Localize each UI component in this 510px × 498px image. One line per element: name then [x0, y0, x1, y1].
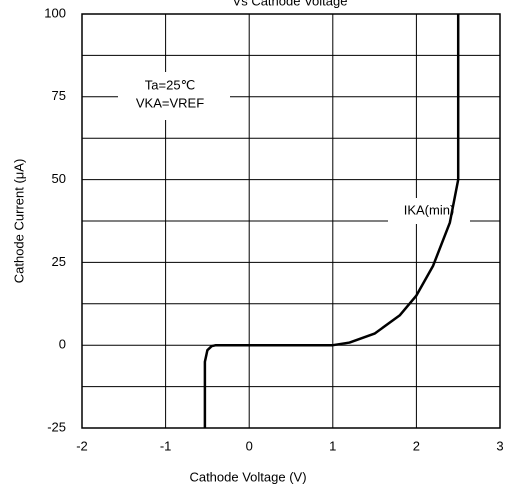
y-tick-label: 75 [52, 88, 66, 103]
annotation-box [388, 198, 470, 224]
x-tick-label: 1 [329, 438, 336, 453]
y-tick-label: 25 [52, 254, 66, 269]
line [203, 14, 460, 428]
x-tick-label: 3 [496, 438, 503, 453]
x-tick-label: -1 [160, 438, 172, 453]
x-axis-label: Cathode Voltage (V) [189, 469, 306, 484]
x-tick-label: -2 [76, 438, 88, 453]
y-axis-label: Cathode Current (μA) [11, 159, 26, 284]
annotation: VKA=VREF [136, 95, 204, 110]
annotation: IKA(min) [404, 202, 455, 217]
y-tick-label: 50 [52, 171, 66, 186]
annotation: Ta=25℃ [145, 77, 195, 92]
annotation-box [118, 72, 230, 120]
y-tick-label: -25 [47, 419, 66, 434]
x-tick-label: 2 [413, 438, 420, 453]
y-tick-label: 0 [59, 337, 66, 352]
y-tick-label: 100 [44, 5, 66, 20]
x-tick-label: 0 [246, 438, 253, 453]
chart-title: Vs Cathode Voltage [233, 0, 348, 8]
